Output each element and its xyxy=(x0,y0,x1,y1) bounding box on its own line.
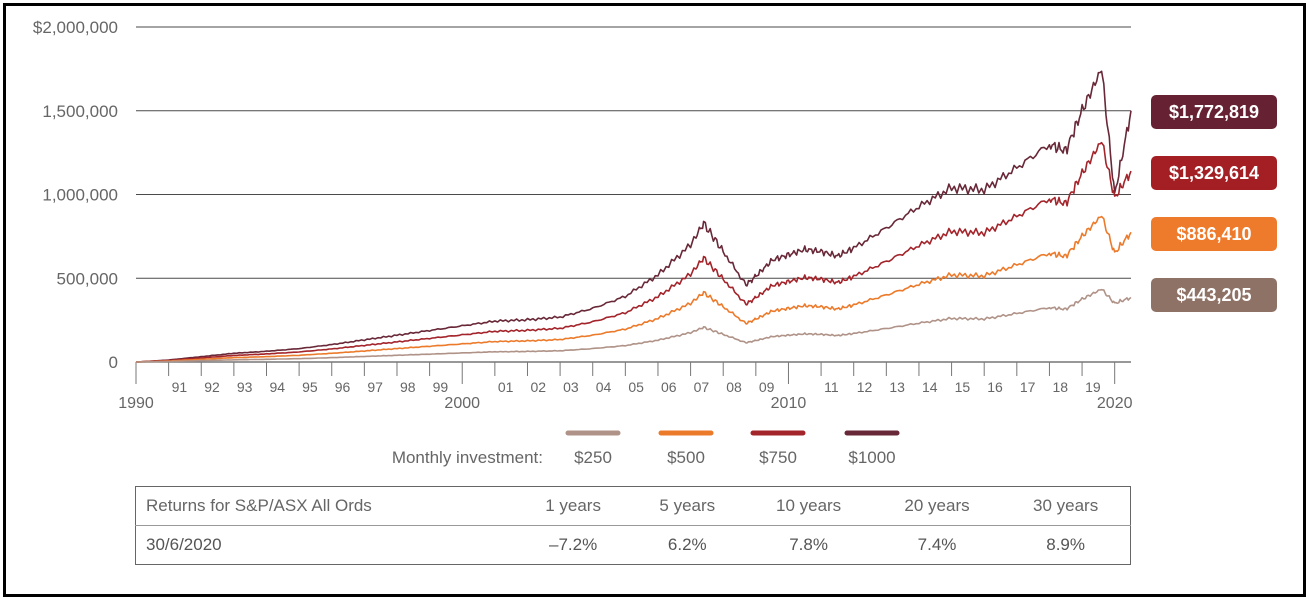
series-line-500 xyxy=(135,215,1132,363)
x-tick-label: 13 xyxy=(889,379,905,395)
y-tick-label: 1,500,000 xyxy=(42,102,118,121)
returns-10y: 7.8% xyxy=(789,535,828,554)
legend-item-label: $500 xyxy=(667,448,705,467)
x-tick-label: 92 xyxy=(204,379,220,395)
returns-header-20y: 20 years xyxy=(872,486,1002,526)
x-tick-label: 17 xyxy=(1020,379,1036,395)
end-label-badge xyxy=(1151,278,1277,312)
x-tick-label: 05 xyxy=(628,379,644,395)
x-tick-label: 93 xyxy=(237,379,253,395)
end-label-text: $1,329,614 xyxy=(1169,163,1259,183)
returns-header-10y: 10 years xyxy=(744,486,873,526)
x-tick-label: 03 xyxy=(563,379,579,395)
x-tick-label: 16 xyxy=(987,379,1003,395)
returns-header-5y: 5 years xyxy=(630,486,745,526)
x-tick-label: 02 xyxy=(530,379,546,395)
x-tick-label: 2010 xyxy=(771,395,807,412)
end-label-text: $443,205 xyxy=(1176,285,1251,305)
end-label-badge xyxy=(1151,156,1277,190)
x-tick-label: 99 xyxy=(433,379,449,395)
series-line-250 xyxy=(136,288,1132,363)
x-tick-label: 09 xyxy=(759,379,775,395)
y-tick-label: 500,000 xyxy=(57,269,118,288)
gridlines xyxy=(136,26,1131,279)
x-tick-label: 2000 xyxy=(444,395,480,412)
x-tick-label: 19 xyxy=(1085,379,1101,395)
legend: Monthly investment: $250 $500 $750 $1000 xyxy=(392,430,900,467)
x-tick-label: 91 xyxy=(172,379,188,395)
legend-item-label: $750 xyxy=(759,448,797,467)
returns-date: 30/6/2020 xyxy=(146,535,222,554)
returns-header-row: Returns for S&P/ASX All Ords 1 years 5 y… xyxy=(135,486,1131,526)
end-label-text: $886,410 xyxy=(1176,224,1251,244)
x-tick-label: 12 xyxy=(857,379,873,395)
x-tick-label: 1990 xyxy=(118,395,154,412)
x-tick-label: 15 xyxy=(955,379,971,395)
legend-item-label: $250 xyxy=(574,448,612,467)
x-tick-label: 01 xyxy=(498,379,514,395)
series-lines xyxy=(135,70,1132,363)
x-tick-label: 07 xyxy=(694,379,710,395)
returns-table: Returns for S&P/ASX All Ords 1 years 5 y… xyxy=(135,486,1131,565)
y-axis-ticks: 0 500,000 1,000,000 1,500,000 $2,000,000 xyxy=(33,18,118,372)
returns-1y: –7.2% xyxy=(548,535,598,554)
returns-header-title: Returns for S&P/ASX All Ords xyxy=(135,486,516,526)
x-tick-label: 2020 xyxy=(1097,395,1133,412)
x-tick-label: 96 xyxy=(335,379,351,395)
x-tick-label: 14 xyxy=(922,379,938,395)
returns-20y: 7.4% xyxy=(917,535,957,554)
x-tick-label: 11 xyxy=(824,379,839,395)
returns-30y: 8.9% xyxy=(1046,535,1085,554)
returns-5y: 6.2% xyxy=(667,535,707,554)
returns-value-row: 30/6/2020 –7.2% 6.2% 7.8% 7.4% 8.9% xyxy=(136,526,1131,565)
end-label-badge xyxy=(1151,95,1277,129)
x-tick-label: 95 xyxy=(302,379,318,395)
x-tick-label: 06 xyxy=(661,379,677,395)
series-line-750 xyxy=(135,141,1132,363)
returns-header-1y: 1 years xyxy=(516,486,631,526)
x-tick-label: 94 xyxy=(269,379,285,395)
end-value-labels: $1,772,819 $1,329,614 $886,410 $443,205 xyxy=(1151,95,1277,312)
legend-title: Monthly investment: xyxy=(392,448,543,467)
end-label-text: $1,772,819 xyxy=(1169,102,1259,122)
y-tick-label: 0 xyxy=(109,353,118,372)
x-tick-label: 97 xyxy=(367,379,383,395)
x-tick-label: 98 xyxy=(400,379,416,395)
x-tick-label: 08 xyxy=(726,379,742,395)
series-line-1000 xyxy=(135,70,1132,363)
x-tick-label: 04 xyxy=(596,379,612,395)
returns-header-30y: 30 years xyxy=(1001,486,1131,526)
x-tick-label: 18 xyxy=(1052,379,1068,395)
y-tick-label: $2,000,000 xyxy=(33,18,118,37)
legend-item-label: $1000 xyxy=(848,448,895,467)
y-tick-label: 1,000,000 xyxy=(42,186,118,205)
end-label-badge xyxy=(1151,217,1277,251)
